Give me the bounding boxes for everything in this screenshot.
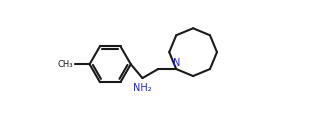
- Text: N: N: [172, 58, 180, 68]
- Text: NH₂: NH₂: [133, 83, 152, 93]
- Text: CH₃: CH₃: [58, 60, 73, 69]
